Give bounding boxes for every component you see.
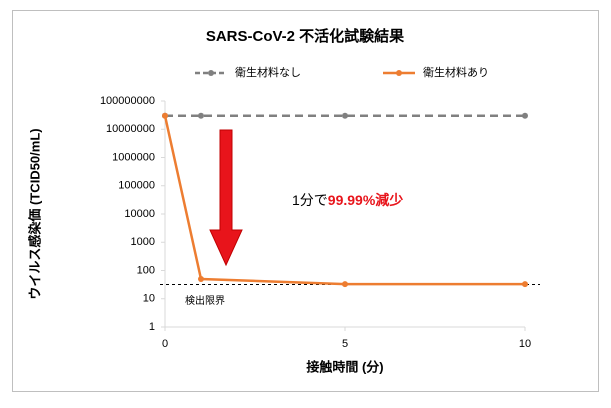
- legend-marker: [396, 70, 402, 76]
- chart-border: [12, 10, 599, 392]
- y-tick-label: 1000000: [112, 151, 155, 163]
- detection-limit-label: 検出限界: [185, 294, 225, 307]
- annotation: 1分で99.99%減少: [292, 192, 403, 208]
- legend-label: 衛生材料あり: [423, 65, 489, 79]
- point: [198, 112, 204, 119]
- y-tick-label: 100000000: [100, 95, 155, 107]
- x-axis-label: 接触時間 (分): [306, 359, 383, 374]
- x-tick-label: 5: [342, 338, 348, 350]
- point: [342, 112, 348, 119]
- y-axis-label: ウイルス感染価 (TCID50/mL): [27, 128, 42, 299]
- arrow: [209, 129, 243, 267]
- annotation-part: 1分で: [292, 192, 328, 208]
- point: [522, 112, 528, 119]
- y-tick-label: 10000000: [106, 123, 155, 135]
- point: [198, 276, 204, 283]
- series-line: [163, 115, 525, 286]
- y-tick-label: 1: [149, 321, 155, 333]
- point: [342, 281, 348, 288]
- x-tick-label: 10: [519, 338, 531, 350]
- y-tick-label: 10000: [124, 208, 155, 220]
- y-tick-label: 100: [137, 264, 155, 276]
- y-tick-label: 100000: [118, 180, 155, 192]
- point: [522, 281, 528, 288]
- legend-label: 衛生材料なし: [235, 65, 301, 79]
- point: [162, 112, 168, 119]
- annotation-part: 99.99%減少: [328, 192, 403, 208]
- chart-title: SARS-CoV-2 不活化試験結果: [206, 27, 405, 45]
- x-tick-label: 0: [162, 338, 168, 350]
- legend-marker: [208, 70, 214, 76]
- y-tick-label: 10: [143, 293, 155, 305]
- y-tick-label: 1000: [131, 236, 155, 248]
